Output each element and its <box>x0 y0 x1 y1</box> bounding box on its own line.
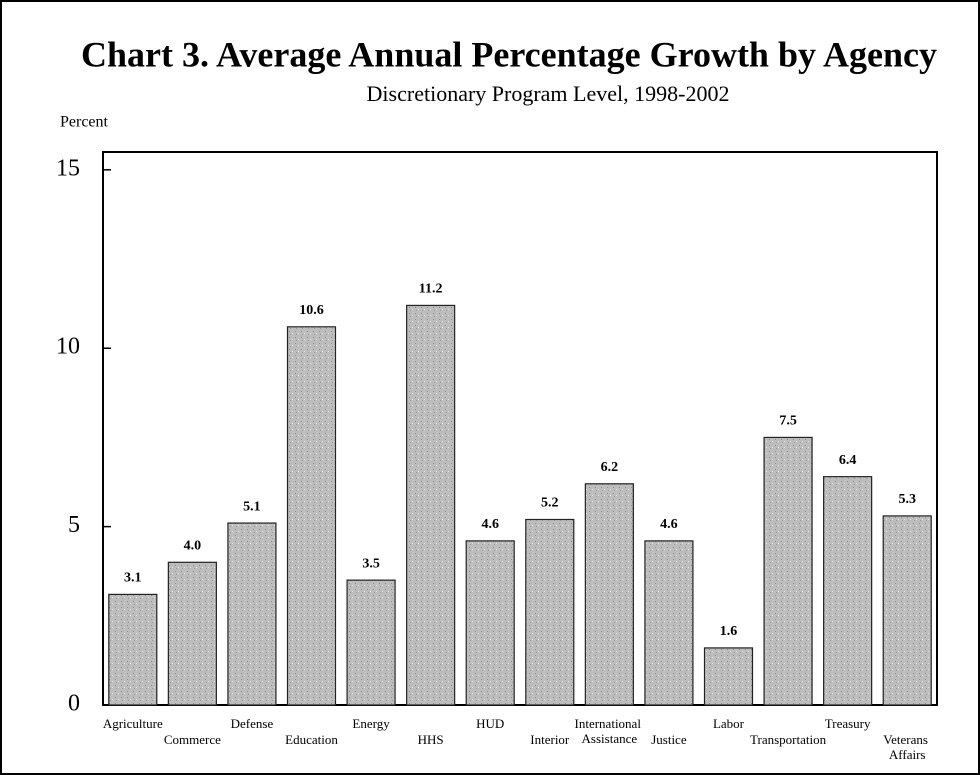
value-label: 3.1 <box>124 571 142 586</box>
bar <box>227 522 277 706</box>
y-tick-label: 0 <box>68 691 80 717</box>
bar <box>286 326 337 706</box>
value-label: 4.0 <box>184 539 202 554</box>
value-label: 7.5 <box>779 414 797 429</box>
bar <box>346 579 396 706</box>
x-tick-label: Transportation <box>750 732 827 747</box>
value-label: 6.2 <box>601 460 619 475</box>
value-label: 5.1 <box>243 499 261 514</box>
y-tick-label: 15 <box>56 155 80 181</box>
x-tick-label: HHS <box>418 732 444 747</box>
bar <box>763 436 813 706</box>
x-tick-label: Veterans Affairs <box>883 732 931 762</box>
chart-title: Chart 3. Average Annual Percentage Growt… <box>81 34 937 74</box>
value-label: 1.6 <box>720 624 738 639</box>
value-label: 6.4 <box>839 453 857 468</box>
y-tick-label: 5 <box>68 512 80 538</box>
x-tick-label: Labor <box>713 716 745 731</box>
value-label: 10.6 <box>299 303 324 318</box>
y-tick-label: 10 <box>56 334 80 360</box>
value-label: 5.3 <box>898 492 916 507</box>
x-tick-label: HUD <box>476 716 504 731</box>
bar <box>882 515 932 706</box>
plot-frame <box>102 151 938 706</box>
bar <box>406 304 456 706</box>
bar <box>644 540 694 706</box>
bar <box>465 540 515 706</box>
bar <box>525 518 575 706</box>
bar <box>108 593 158 706</box>
y-axis-label: Percent <box>60 114 109 131</box>
x-tick-label: Treasury <box>825 716 871 731</box>
value-label: 11.2 <box>419 282 443 297</box>
x-tick-label: Defense <box>231 716 274 731</box>
bar <box>823 476 873 706</box>
value-label: 5.2 <box>541 496 559 511</box>
value-label: 4.6 <box>481 517 499 532</box>
value-label: 4.6 <box>660 517 678 532</box>
x-tick-label: Interior <box>530 732 570 747</box>
chart-subtitle: Discretionary Program Level, 1998-2002 <box>367 81 730 106</box>
x-tick-label: Commerce <box>164 732 221 747</box>
value-label: 3.5 <box>362 556 380 571</box>
bar <box>584 483 634 706</box>
x-tick-label: Education <box>285 732 338 747</box>
x-tick-label: International Assistance <box>575 716 645 746</box>
x-tick-label: Agriculture <box>103 716 163 731</box>
bar <box>167 561 217 706</box>
x-tick-label: Justice <box>651 732 687 747</box>
x-tick-label: Energy <box>352 716 390 731</box>
bar <box>703 647 754 706</box>
